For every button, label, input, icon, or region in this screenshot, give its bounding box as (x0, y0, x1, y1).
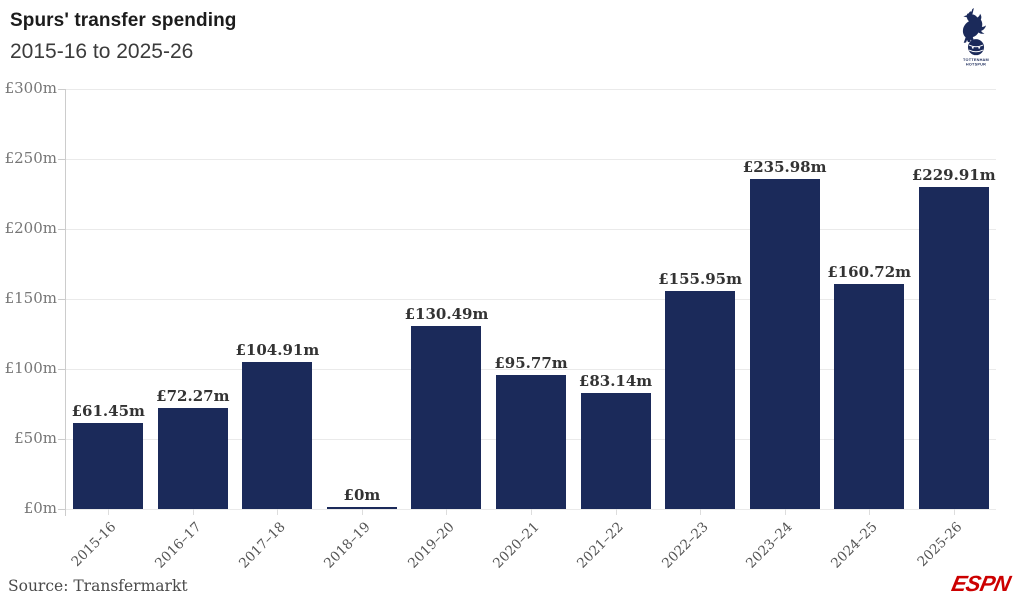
x-axis-label: 2020–21 (489, 519, 543, 572)
bar-value-label: £229.91m (911, 166, 996, 185)
bar-2022–23 (665, 290, 736, 509)
bar-2017–18 (242, 362, 313, 509)
x-axis-label: 2022–23 (658, 519, 712, 572)
y-axis-label: £0m (23, 499, 57, 517)
x-axis-tick (192, 509, 194, 515)
x-axis-label: 2015-16 (68, 519, 120, 570)
crest-text-line2: HOTSPUR (966, 63, 986, 67)
x-axis-label: 2018–19 (320, 519, 374, 572)
bar-2015-16 (73, 422, 144, 509)
page-title: Spurs' transfer spending (10, 10, 237, 31)
bar-2019–20 (411, 326, 482, 509)
x-axis-label: 2017–18 (236, 519, 289, 572)
x-axis-tick (869, 509, 871, 515)
x-axis-tick (531, 509, 532, 515)
x-axis-tick (446, 509, 448, 515)
y-axis-tick (58, 229, 66, 230)
bar-2018–19 (326, 507, 397, 509)
x-axis-tick (277, 509, 279, 515)
bar-value-label: £235.98m (742, 157, 827, 176)
y-axis-tick (58, 299, 66, 300)
y-axis-label: £250m (4, 149, 57, 167)
gridline (66, 299, 996, 300)
bar-value-label: £130.49m (404, 305, 489, 324)
plot-area: £61.45m 2015-16 £72.27m 2016–17 £104.91m 2017… (58, 89, 996, 572)
x-axis-label: 2024–25 (827, 519, 881, 572)
source-label: Source: Transfermarkt (8, 577, 188, 595)
bar-2021–22 (580, 392, 651, 509)
bar-value-label: £160.72m (827, 263, 912, 281)
x-axis-tick (700, 509, 702, 515)
gridline (66, 369, 996, 370)
bar-value-label: £72.27m (156, 386, 230, 405)
y-axis-tick (58, 89, 66, 90)
y-axis-label: £150m (4, 289, 57, 307)
gridline (66, 229, 996, 230)
x-axis-tick (108, 509, 110, 515)
x-axis-label: 2023–24 (743, 519, 796, 572)
bar-2016–17 (157, 407, 228, 509)
x-axis-label: 2019–20 (405, 519, 458, 572)
page-subtitle: 2015-16 to 2025-26 (10, 40, 194, 63)
y-axis-label: £50m (14, 429, 57, 447)
y-axis-tick (58, 369, 66, 370)
bar-2025-26 (918, 187, 989, 509)
espn-logo-text: ESPN (949, 571, 1013, 596)
bar-value-label: £155.95m (658, 269, 742, 288)
bar-2020–21 (496, 374, 566, 509)
x-axis-tick (361, 509, 363, 515)
x-axis-tick (615, 509, 617, 515)
bar-value-label: £83.14m (578, 371, 653, 390)
bar-value-label: £95.77m (494, 353, 568, 372)
bar-value-label: £0m (343, 486, 381, 504)
y-axis: £0m £50m £100m £150m £200m £250m £300m (0, 0, 57, 540)
bar-value-label: £104.91m (235, 341, 320, 360)
x-axis-label: 2021–22 (574, 519, 627, 572)
y-axis-label: £200m (4, 219, 57, 237)
y-axis-tick (58, 439, 66, 440)
bar-2023–24 (749, 178, 820, 509)
crest-text-line1: TOTTENHAM (963, 58, 989, 62)
gridline (66, 159, 996, 160)
y-axis-label: £300m (4, 79, 57, 97)
gridline (66, 89, 996, 90)
tottenham-crest-icon: TOTTENHAM HOTSPUR (962, 8, 989, 67)
x-axis-tick (784, 509, 786, 515)
bar-value-label: £61.45m (71, 401, 145, 420)
bar-2024–25 (834, 284, 905, 509)
x-axis-label: 2025-26 (914, 519, 966, 570)
x-axis-tick (953, 509, 955, 515)
espn-logo: ESPN (949, 571, 1013, 597)
x-axis-label: 2016–17 (151, 519, 205, 572)
y-axis-tick (58, 509, 66, 510)
y-axis-tick (58, 159, 66, 160)
y-axis-label: £100m (4, 359, 57, 377)
